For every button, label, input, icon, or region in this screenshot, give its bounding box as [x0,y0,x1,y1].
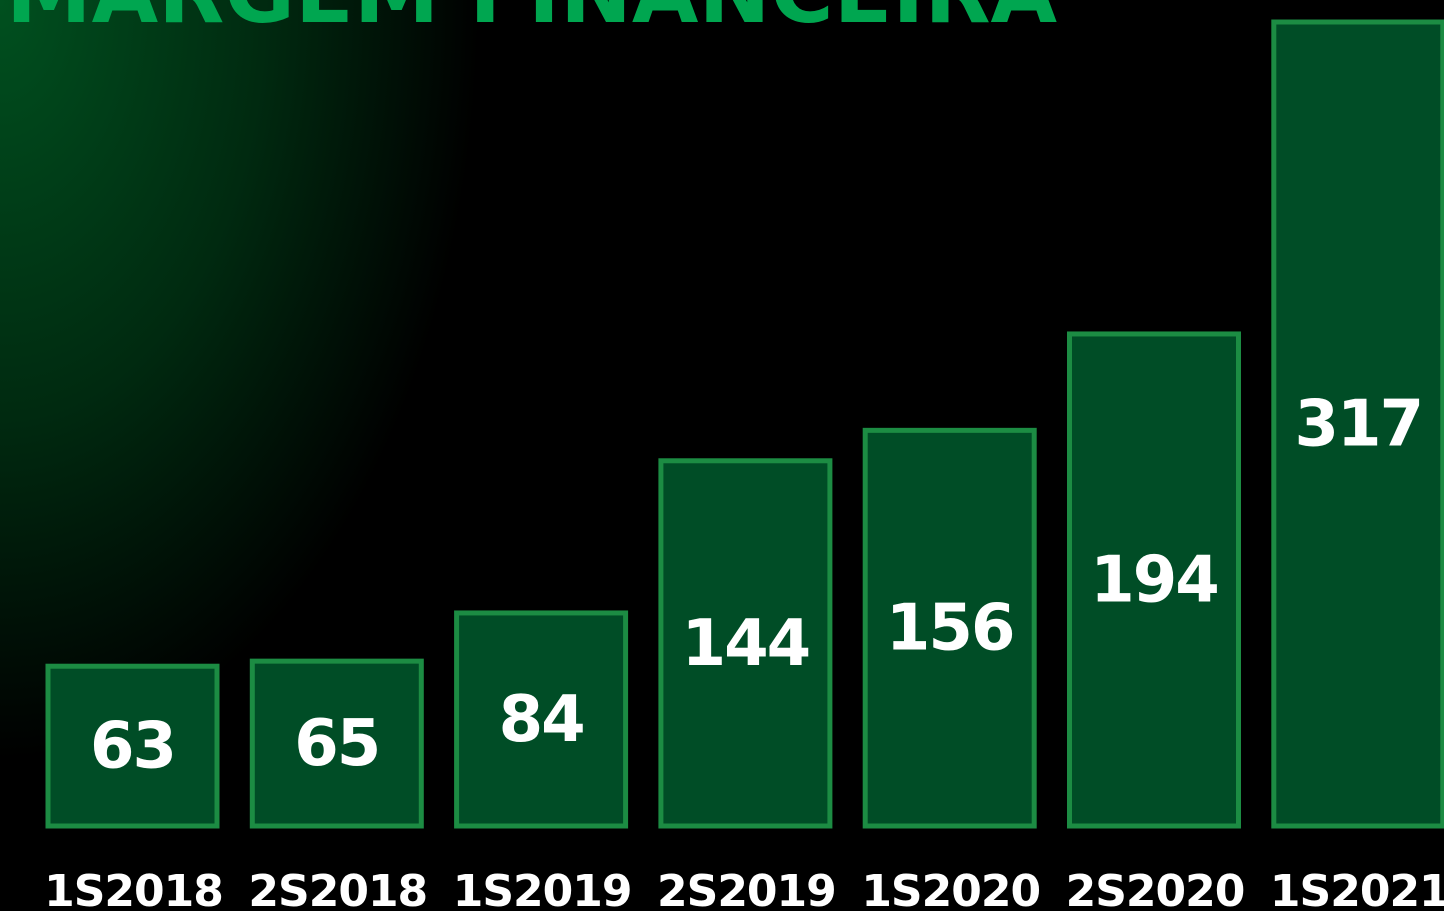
x-tick-label: 1S2020 [861,866,1040,911]
x-tick-label: 2S2019 [657,866,836,911]
value-label: 84 [499,683,584,757]
value-label: 194 [1090,544,1218,618]
value-label: 156 [886,592,1014,666]
bar [658,458,833,829]
bar [862,427,1037,829]
bar [249,658,424,829]
value-label: 144 [682,607,810,681]
bar [1271,19,1444,829]
x-tick-label: 1S2021 [1270,866,1444,911]
bar [45,663,220,829]
x-tick-label: 1S2018 [44,866,223,911]
value-label: 65 [294,707,379,781]
value-label: 317 [1295,388,1423,462]
x-tick-label: 2S2018 [248,866,427,911]
x-tick-label: 2S2020 [1066,866,1245,911]
bar [1067,331,1241,829]
value-label: 63 [90,710,175,784]
bar [454,610,629,829]
x-tick-label: 1S2019 [453,866,632,911]
chart-title: MARGEM FINANCEIRA [6,0,1058,43]
